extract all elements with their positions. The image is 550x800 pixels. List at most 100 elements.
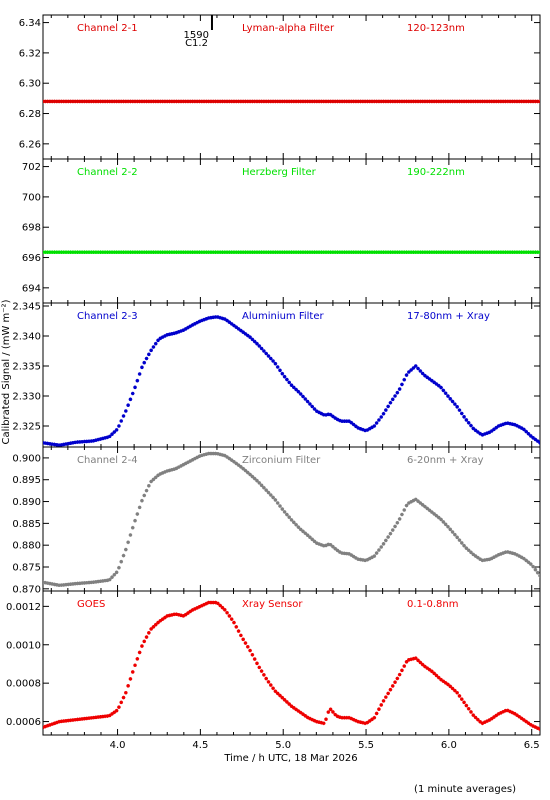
data-point: [370, 717, 374, 722]
data-point: [528, 250, 533, 255]
data-point: [160, 99, 165, 104]
data-point: [528, 722, 533, 727]
data-point: [259, 669, 264, 673]
data-point: [275, 250, 280, 255]
panel-filter: Lyman-alpha Filter: [242, 23, 335, 34]
data-point: [397, 672, 402, 677]
data-point: [363, 721, 367, 726]
data-point: [489, 429, 494, 433]
data-point: [386, 250, 390, 255]
data-point: [110, 712, 114, 716]
y-tick-label: 2.325: [12, 422, 41, 433]
y-tick-label: 694: [22, 283, 41, 294]
data-point: [211, 250, 216, 255]
data-point: [388, 250, 393, 255]
data-point: [512, 99, 517, 104]
data-point: [354, 424, 358, 429]
data-point: [188, 324, 193, 329]
data-point: [197, 604, 202, 609]
data-point: [158, 618, 163, 623]
data-point: [386, 691, 390, 696]
data-point: [321, 543, 326, 548]
panel-name: Channel 2-3: [77, 311, 138, 322]
data-point: [315, 99, 319, 104]
x-axis-label: Time / h UTC, 18 Mar 2026: [223, 753, 357, 764]
data-point: [453, 99, 457, 104]
data-point: [331, 414, 335, 419]
data-point: [407, 658, 411, 662]
data-point: [243, 99, 248, 104]
data-point: [183, 250, 188, 255]
data-point: [462, 250, 466, 255]
data-point: [372, 99, 377, 104]
data-point: [423, 664, 427, 669]
data-point: [206, 451, 211, 456]
data-point: [222, 99, 227, 104]
data-point: [423, 250, 427, 255]
data-point: [321, 721, 326, 726]
data-point: [420, 503, 425, 507]
data-point: [515, 713, 519, 717]
data-point: [294, 522, 298, 527]
data-point: [496, 424, 501, 428]
data-point: [239, 465, 243, 469]
data-point: [255, 99, 259, 104]
data-point: [347, 715, 351, 720]
data-point: [344, 551, 349, 556]
y-tick-label: 700: [22, 192, 41, 203]
data-point: [430, 250, 434, 255]
data-point: [407, 501, 411, 505]
data-point: [89, 439, 94, 443]
data-point: [78, 717, 82, 722]
data-point: [455, 99, 459, 104]
data-point: [443, 522, 448, 527]
data-point: [305, 250, 310, 255]
data-point: [91, 250, 96, 255]
data-point: [234, 250, 239, 255]
data-point: [98, 250, 103, 255]
data-point: [222, 607, 227, 612]
data-point: [250, 250, 255, 255]
data-point: [282, 510, 287, 514]
data-point: [340, 715, 344, 720]
data-point: [266, 250, 271, 255]
data-point: [501, 250, 505, 255]
data-point: [236, 463, 241, 467]
data-point: [236, 629, 241, 633]
x-tick-label: 5.5: [358, 740, 374, 751]
data-point: [494, 425, 499, 430]
data-point: [457, 250, 462, 255]
data-point: [55, 443, 59, 447]
data-point: [349, 420, 354, 425]
data-point: [441, 99, 446, 104]
data-point: [91, 438, 96, 443]
data-point: [356, 719, 361, 724]
data-point: [434, 250, 439, 255]
data-point: [186, 99, 190, 104]
data-point: [312, 718, 317, 723]
data-point: [241, 466, 245, 471]
data-point: [266, 490, 271, 495]
data-point: [457, 408, 462, 412]
data-point: [98, 579, 103, 584]
data-point: [430, 510, 434, 514]
y-tick-label: 6.30: [19, 79, 41, 90]
data-point: [112, 430, 117, 434]
data-point: [294, 387, 298, 392]
data-point: [110, 575, 114, 579]
data-point: [218, 603, 222, 608]
data-point: [80, 717, 84, 721]
data-point: [64, 250, 68, 255]
data-point: [473, 554, 478, 558]
data-point: [439, 99, 443, 104]
data-point: [170, 332, 174, 336]
data-point: [377, 548, 381, 552]
data-point: [126, 684, 130, 688]
data-point: [114, 428, 119, 432]
data-point: [384, 695, 388, 699]
data-point: [409, 99, 413, 104]
data-point: [379, 545, 384, 549]
data-point: [524, 250, 528, 255]
data-point: [328, 412, 333, 417]
data-point: [418, 660, 423, 665]
